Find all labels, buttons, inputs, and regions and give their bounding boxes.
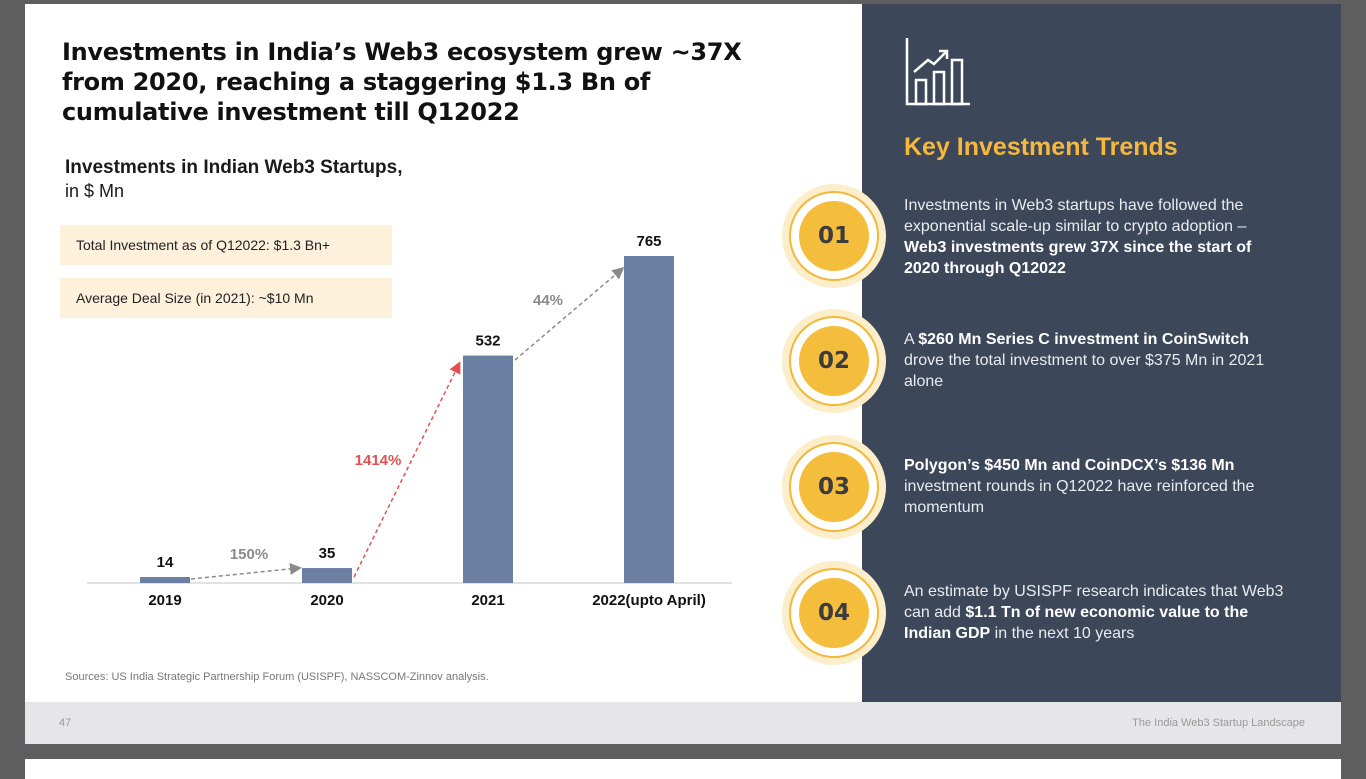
document-title: The India Web3 Startup Landscape — [1132, 717, 1305, 729]
trend-text: Polygon’s $450 Mn and CoinDCX’s $136 Mn … — [904, 455, 1286, 518]
chart-title: Investments in Indian Web3 Startups, — [65, 157, 403, 178]
trend-number-badge: 01 — [782, 184, 886, 288]
bar-2020 — [302, 568, 352, 583]
trend-number: 03 — [799, 452, 869, 522]
x-tick-label-2019: 2019 — [148, 592, 181, 609]
trend-number-badge: 02 — [782, 309, 886, 413]
x-tick-label-2020: 2020 — [310, 592, 343, 609]
page-number: 47 — [59, 717, 72, 729]
chart-unit: in $ Mn — [65, 181, 125, 201]
trend-text-highlight: Polygon’s $450 Mn and CoinDCX’s $136 Mn — [904, 457, 1235, 474]
footer: 47 The India Web3 Startup Landscape — [25, 702, 1341, 744]
trend-number: 01 — [799, 201, 869, 271]
growth-label-2: 1414% — [355, 452, 402, 469]
trend-text-segment: A — [904, 331, 919, 348]
slide: Investments in India’s Web3 ecosystem gr… — [25, 4, 1341, 744]
growth-label-1: 150% — [230, 546, 268, 563]
growth-arrow-1 — [190, 562, 302, 580]
trend-text: An estimate by USISPF research indicates… — [904, 581, 1286, 644]
bar-2021 — [463, 355, 513, 583]
trend-number-badge: 04 — [782, 561, 886, 665]
next-slide-edge — [25, 759, 1341, 779]
left-panel: Investments in India’s Web3 ecosystem gr… — [25, 4, 862, 702]
data-label-2021: 532 — [475, 333, 500, 350]
growth-arrow-3 — [514, 267, 625, 361]
trend-text-segment: drove the total investment to over $375 … — [904, 352, 1265, 390]
trend-text-segment: in the next 10 years — [990, 625, 1135, 642]
data-label-2019: 14 — [157, 554, 174, 571]
bar-chart: 14 2019 35 2020 532 2021 765 2022(upto April) 15… — [87, 233, 732, 609]
trend-number: 04 — [799, 578, 869, 648]
growth-arrow-2 — [353, 361, 461, 578]
data-label-2020: 35 — [319, 545, 336, 562]
callout-total-investment: Total Investment as of Q12022: $1.3 Bn+ — [60, 225, 392, 265]
trend-text-highlight: Web3 investments grew 37X since the star… — [904, 239, 1252, 277]
x-tick-label-2021: 2021 — [471, 592, 504, 609]
growth-chart-icon — [905, 38, 970, 106]
key-trends-title: Key Investment Trends — [904, 133, 1178, 161]
trend-text-highlight: $260 Mn Series C investment in CoinSwitc… — [918, 331, 1249, 348]
bar-2022(upto April) — [624, 256, 674, 583]
right-panel — [862, 4, 1341, 702]
trend-text-segment: Investments in Web3 startups have follow… — [904, 197, 1247, 235]
x-tick-label-2022(upto April): 2022(upto April) — [592, 592, 706, 609]
callout-average-deal-size: Average Deal Size (in 2021): ~$10 Mn — [60, 278, 392, 318]
trend-text: Investments in Web3 startups have follow… — [904, 195, 1286, 279]
trend-number: 02 — [799, 326, 869, 396]
trend-text-segment: An estimate by USISPF research indicates… — [904, 583, 1284, 621]
page-title: Investments in India’s Web3 ecosystem gr… — [62, 38, 742, 126]
source-note: Sources: US India Strategic Partnership … — [65, 671, 489, 683]
data-label-2022(upto April): 765 — [636, 233, 661, 250]
bar-2019 — [140, 577, 190, 583]
trend-number-badge: 03 — [782, 435, 886, 539]
trend-text-segment: investment rounds in Q12022 have reinfor… — [904, 478, 1255, 516]
trend-text: A $260 Mn Series C investment in CoinSwi… — [904, 329, 1286, 392]
trend-text-highlight: $1.1 Tn of new economic value to the Ind… — [904, 604, 1249, 642]
growth-label-3: 44% — [533, 292, 563, 309]
